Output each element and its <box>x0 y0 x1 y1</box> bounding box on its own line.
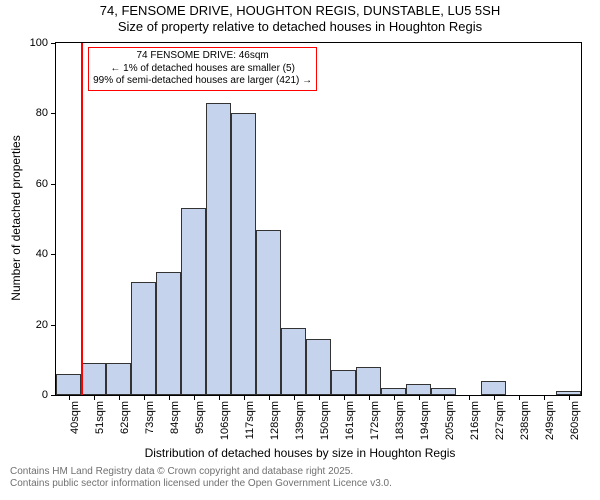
histogram-bar <box>206 103 231 395</box>
x-tick-label: 227sqm <box>494 401 506 440</box>
histogram-bar <box>256 230 281 395</box>
histogram-bar <box>106 363 131 395</box>
x-tick <box>69 395 70 400</box>
x-tick-label: 40sqm <box>69 401 81 434</box>
x-tick <box>219 395 220 400</box>
x-tick <box>494 395 495 400</box>
histogram-bar <box>181 208 206 395</box>
x-tick-label: 205sqm <box>444 401 456 440</box>
x-tick-label: 249sqm <box>544 401 556 440</box>
x-tick <box>444 395 445 400</box>
y-axis-label: Number of detached properties <box>9 135 23 300</box>
x-tick <box>344 395 345 400</box>
x-tick <box>544 395 545 400</box>
chart-container: 74, FENSOME DRIVE, HOUGHTON REGIS, DUNST… <box>0 0 600 500</box>
histogram-bar <box>331 370 356 395</box>
y-tick <box>51 113 56 114</box>
x-tick <box>119 395 120 400</box>
x-tick-label: 95sqm <box>194 401 206 434</box>
histogram-bar <box>56 374 81 395</box>
x-tick <box>294 395 295 400</box>
x-tick <box>194 395 195 400</box>
x-tick-label: 161sqm <box>344 401 356 440</box>
x-tick <box>369 395 370 400</box>
histogram-bar <box>156 272 181 395</box>
footer-line2: Contains public sector information licen… <box>10 478 392 490</box>
footer-attribution: Contains HM Land Registry data © Crown c… <box>10 466 392 490</box>
x-tick-label: 117sqm <box>244 401 256 439</box>
x-tick <box>419 395 420 400</box>
histogram-bar <box>381 388 406 395</box>
x-tick <box>169 395 170 400</box>
histogram-bar <box>281 328 306 395</box>
y-tick-label: 20 <box>36 319 48 331</box>
y-tick-label: 80 <box>36 107 48 119</box>
y-tick-label: 40 <box>36 248 48 260</box>
x-tick <box>144 395 145 400</box>
y-tick <box>51 254 56 255</box>
histogram-bar <box>231 113 256 395</box>
x-tick <box>244 395 245 400</box>
histogram-bar <box>481 381 506 395</box>
x-tick-label: 62sqm <box>119 401 131 434</box>
y-tick <box>51 43 56 44</box>
x-tick-label: 216sqm <box>469 401 481 440</box>
chart-title-line2: Size of property relative to detached ho… <box>0 19 600 34</box>
y-tick-label: 60 <box>36 178 48 190</box>
histogram-bar <box>406 384 431 395</box>
x-tick-label: 73sqm <box>144 401 156 434</box>
annotation-box: 74 FENSOME DRIVE: 46sqm← 1% of detached … <box>88 47 317 91</box>
y-tick <box>51 395 56 396</box>
x-tick <box>394 395 395 400</box>
chart-title-line1: 74, FENSOME DRIVE, HOUGHTON REGIS, DUNST… <box>0 3 600 18</box>
annotation-line: 99% of semi-detached houses are larger (… <box>93 75 312 88</box>
x-tick <box>94 395 95 400</box>
x-tick-label: 84sqm <box>169 401 181 434</box>
x-tick-label: 150sqm <box>319 401 331 440</box>
histogram-bar <box>431 388 456 395</box>
y-tick <box>51 325 56 326</box>
x-tick <box>319 395 320 400</box>
x-tick-label: 139sqm <box>294 401 306 440</box>
y-tick <box>51 184 56 185</box>
x-tick <box>269 395 270 400</box>
plot-area: 02040608010040sqm51sqm62sqm73sqm84sqm95s… <box>55 42 582 396</box>
histogram-bar <box>131 282 156 395</box>
y-tick-label: 0 <box>42 389 48 401</box>
x-tick <box>569 395 570 400</box>
x-tick-label: 172sqm <box>369 401 381 440</box>
histogram-bar <box>356 367 381 395</box>
x-tick <box>469 395 470 400</box>
x-axis-label: Distribution of detached houses by size … <box>0 446 600 460</box>
x-tick-label: 238sqm <box>519 401 531 440</box>
y-tick-label: 100 <box>30 37 48 49</box>
x-tick-label: 128sqm <box>269 401 281 440</box>
histogram-bar <box>81 363 106 395</box>
histogram-bar <box>306 339 331 395</box>
footer-line1: Contains HM Land Registry data © Crown c… <box>10 466 392 478</box>
x-tick-label: 194sqm <box>419 401 431 440</box>
x-tick-label: 51sqm <box>94 401 106 434</box>
annotation-line: ← 1% of detached houses are smaller (5) <box>93 63 312 76</box>
marker-line <box>81 43 83 395</box>
x-tick-label: 106sqm <box>219 401 231 440</box>
x-tick-label: 183sqm <box>394 401 406 440</box>
annotation-line: 74 FENSOME DRIVE: 46sqm <box>93 50 312 63</box>
x-tick-label: 260sqm <box>569 401 581 440</box>
x-tick <box>519 395 520 400</box>
